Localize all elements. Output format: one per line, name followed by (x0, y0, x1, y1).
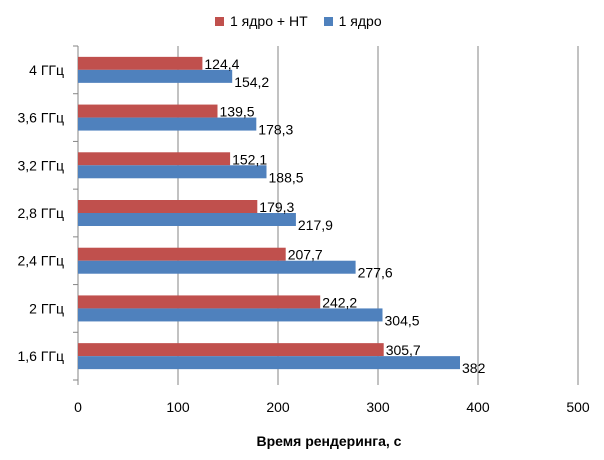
x-tick-label-5: 500 (566, 399, 590, 415)
x-tick-label-4: 400 (466, 399, 490, 415)
legend-item-single: 1 ядро (323, 13, 382, 29)
bar-single-0 (78, 356, 460, 370)
x-tick-label-0: 0 (74, 399, 82, 415)
data-label-single-5: 178,3 (258, 122, 293, 138)
x-tick-label-3: 300 (366, 399, 390, 415)
data-label-ht-0: 305,7 (386, 342, 421, 358)
category-label-4: 3,2 ГГц (17, 157, 64, 173)
category-label-0: 1,6 ГГц (17, 348, 64, 364)
bar-ht-2 (78, 247, 286, 261)
legend-swatch-ht (215, 16, 224, 26)
data-label-single-1: 304,5 (385, 312, 420, 328)
bar-ht-5 (78, 104, 218, 118)
category-label-6: 4 ГГц (29, 62, 64, 78)
data-label-ht-3: 179,3 (259, 199, 294, 215)
bar-ht-6 (78, 56, 203, 70)
legend-swatch-single (323, 16, 333, 26)
category-label-2: 2,4 ГГц (17, 253, 64, 269)
x-tick-label-1: 100 (166, 399, 190, 415)
bar-single-1 (78, 308, 383, 322)
bar-single-3 (78, 213, 296, 226)
legend-label-single: 1 ядро (338, 13, 382, 29)
data-label-ht-2: 207,7 (288, 247, 323, 263)
data-label-ht-5: 139,5 (220, 104, 255, 120)
chart-legend: 1 ядро + HT 1 ядро (215, 13, 398, 29)
bar-ht-0 (78, 343, 384, 357)
data-label-single-3: 217,9 (298, 217, 333, 233)
bar-single-6 (78, 69, 233, 83)
data-label-ht-1: 242,2 (322, 294, 357, 310)
data-label-single-6: 154,2 (234, 74, 269, 90)
bar-ht-1 (78, 295, 321, 309)
bar-single-5 (78, 117, 257, 131)
x-axis-title: Время рендеринга, с (257, 433, 402, 449)
data-label-single-0: 382 (462, 360, 486, 376)
legend-item-ht: 1 ядро + HT (215, 13, 308, 29)
bar-single-2 (78, 260, 356, 274)
legend-label-ht: 1 ядро + HT (230, 13, 308, 29)
bar-ht-4 (78, 152, 231, 166)
data-label-single-4: 188,5 (269, 169, 304, 185)
data-label-single-2: 277,6 (358, 265, 393, 281)
category-label-3: 2,8 ГГц (17, 205, 64, 221)
data-label-ht-4: 152,1 (232, 151, 267, 167)
category-label-5: 3,6 ГГц (17, 110, 64, 126)
category-label-1: 2 ГГц (29, 300, 64, 316)
bar-single-4 (78, 165, 267, 179)
bar-ht-3 (78, 200, 258, 213)
x-tick-label-2: 200 (266, 399, 290, 415)
data-label-ht-6: 124,4 (204, 56, 239, 72)
